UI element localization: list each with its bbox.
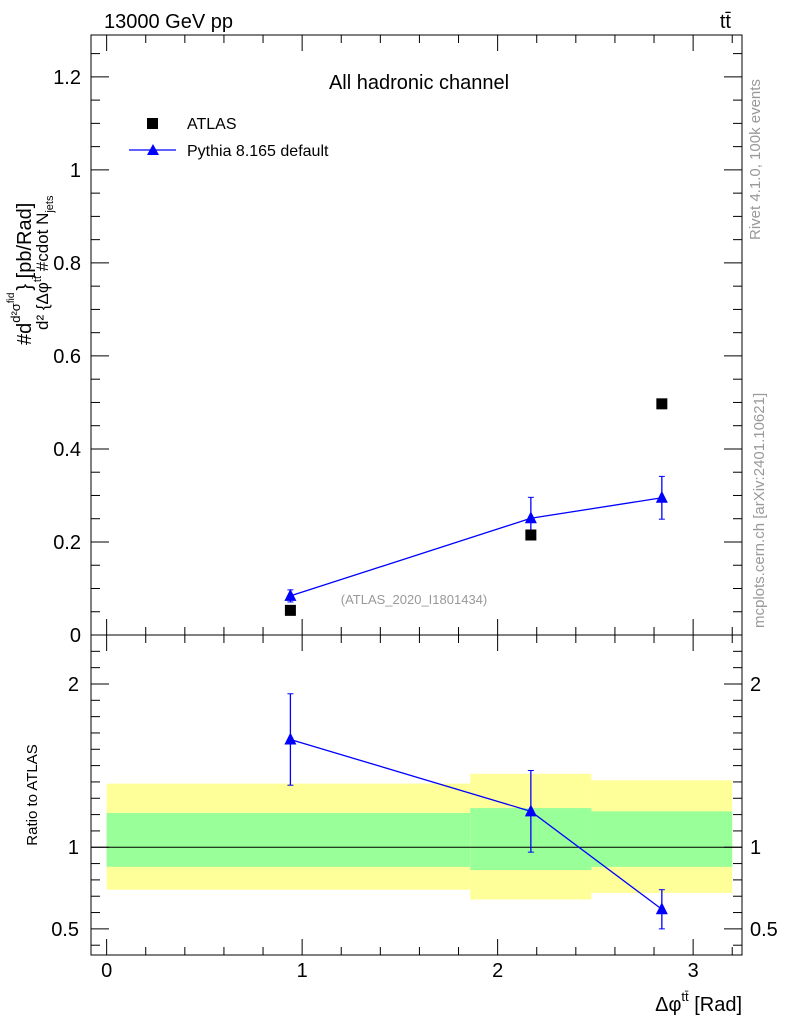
main-plot-panel: 0 0.2 0.4 0.6 0.8 1 1.2 All hadronic channel A… — [6, 34, 743, 647]
legend-pythia-marker — [147, 144, 159, 155]
rivet-version-label: Rivet 4.1.0, 100k events — [747, 79, 764, 240]
legend-pythia-label: Pythia 8.165 default — [187, 143, 329, 160]
ratio-band-green — [591, 811, 733, 867]
atlas-data-point — [656, 398, 668, 410]
ratio-y-tick-label-right: 0.5 — [750, 919, 778, 941]
beam-label: 13000 GeV pp — [104, 11, 233, 33]
ratio-y-tick-label-left: 1 — [68, 837, 79, 859]
main-y-tick-label: 1.2 — [53, 67, 81, 89]
main-y-tick-label: 0.8 — [53, 253, 81, 275]
pythia-main-line — [290, 497, 662, 597]
x-tick-label: 2 — [492, 960, 503, 982]
main-y-tick-labels: 0 0.2 0.4 0.6 0.8 1 1.2 — [53, 67, 81, 647]
ratio-band-green — [106, 812, 471, 867]
pythia-ratio-point — [284, 732, 297, 745]
pythia-main-point — [655, 490, 668, 503]
mcplots-label: mcplots.cern.ch [arXiv:2401.10621] — [751, 393, 768, 628]
legend-atlas-label: ATLAS — [187, 116, 237, 133]
ratio-plot-frame — [90, 634, 743, 956]
pythia-main-point — [284, 588, 297, 601]
ratio-y-tick-label-left: 0.5 — [51, 919, 79, 941]
x-tick-labels: 0 1 2 3 — [101, 960, 699, 982]
legend-atlas-marker — [147, 118, 158, 129]
ratio-data-points — [284, 693, 668, 930]
ratio-y-tick-label-left: 2 — [68, 674, 79, 696]
x-tick-label: 3 — [688, 960, 699, 982]
ratio-y-tick-label-right: 1 — [750, 837, 761, 859]
main-y-axis-label: #dd²σfid} [pb/Rad] — [6, 203, 36, 345]
x-tick-label: 1 — [297, 960, 308, 982]
atlas-data-point — [284, 604, 296, 616]
main-y-tick-label: 0 — [70, 625, 81, 647]
x-tick-label: 0 — [101, 960, 112, 982]
pythia-ratio-point — [524, 804, 537, 817]
ratio-y-tick-labels: 0.5 0.5 1 1 2 2 — [51, 674, 778, 941]
main-data-points — [284, 398, 668, 616]
main-series-lines — [290, 497, 662, 597]
main-y-axis-label-denominator: d² {Δφtt̄ #cdot Njets — [32, 195, 56, 330]
atlas-data-point — [525, 529, 537, 541]
analysis-label: (ATLAS_2020_I1801434) — [341, 592, 487, 607]
pythia-main-point — [524, 511, 537, 524]
ratio-y-tick-label-right: 2 — [750, 674, 761, 696]
ratio-uncertainty-bands — [106, 773, 733, 900]
ratio-tick-marks — [91, 635, 742, 955]
pythia-ratio-point — [655, 902, 668, 915]
main-y-tick-label: 0.6 — [53, 346, 81, 368]
ratio-plot-panel: 0.5 0.5 1 1 2 2 0 1 2 3 Ratio to ATLAS Δφtt̄ [Ra… — [24, 634, 778, 1016]
chart-title: All hadronic channel — [329, 72, 509, 94]
legend: ATLAS Pythia 8.165 default — [129, 116, 329, 160]
main-y-tick-label: 0.2 — [53, 532, 81, 554]
process-label: tt̄ — [720, 11, 732, 33]
x-axis-label: Δφtt̄ [Rad] — [655, 989, 742, 1016]
ratio-y-axis-label: Ratio to ATLAS — [24, 744, 41, 845]
main-tick-marks — [91, 35, 742, 636]
main-y-tick-label: 1 — [70, 160, 81, 182]
main-y-tick-label: 0.4 — [53, 439, 81, 461]
